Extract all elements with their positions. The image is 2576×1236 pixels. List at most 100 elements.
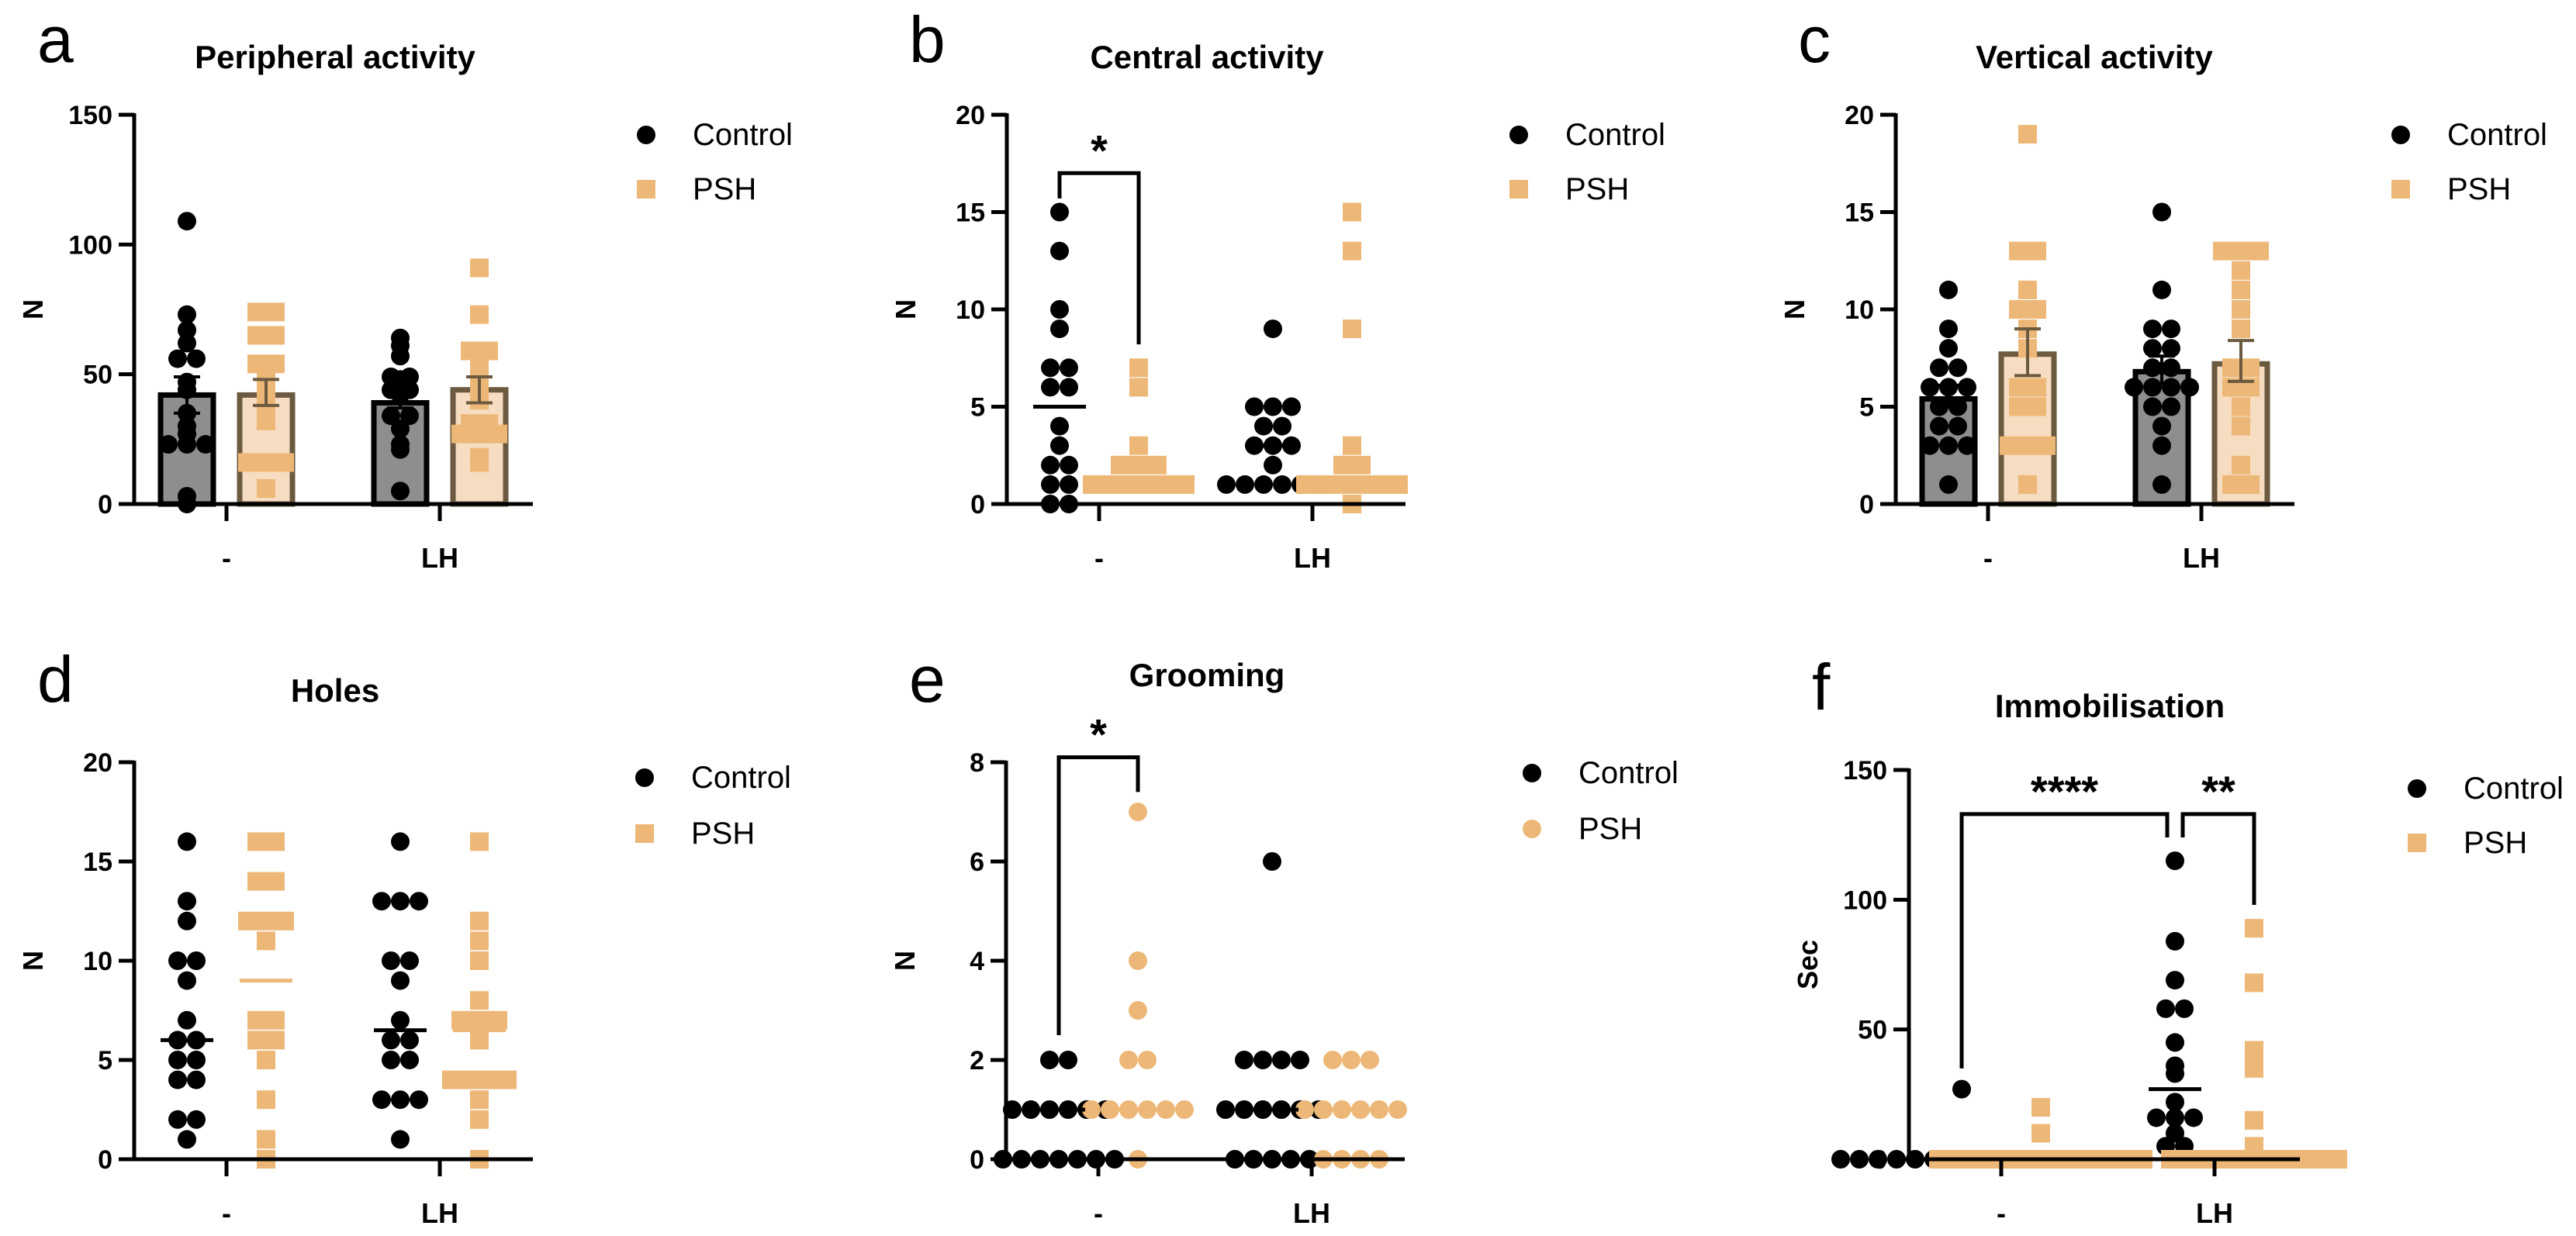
data-point-psh — [2018, 280, 2037, 299]
y-tick-label: 5 — [970, 393, 985, 423]
legend-label: Control — [2447, 118, 2547, 152]
data-point-control — [1022, 1100, 1040, 1119]
data-point-control — [1060, 455, 1078, 475]
data-point-psh — [470, 991, 489, 1010]
data-point-psh — [442, 1070, 461, 1089]
legend-label: PSH — [1578, 812, 1642, 846]
data-point-psh — [2245, 1110, 2263, 1130]
data-point-control — [400, 406, 419, 426]
data-point-control — [372, 892, 391, 911]
legend-label: Control — [691, 761, 791, 795]
panel-b: b Central activity N 0 5 10 15 20 - LH * Control PSH — [890, 3, 1665, 574]
y-tick-label: 0 — [970, 490, 985, 520]
data-point-psh — [1157, 1100, 1175, 1119]
data-point-control — [2162, 397, 2180, 416]
legend-marker-psh-icon — [1523, 820, 1541, 838]
legend-marker-control-icon — [635, 768, 654, 787]
data-point-psh — [247, 302, 266, 322]
y-tick-label: 2 — [970, 1046, 984, 1075]
data-point-control — [1930, 358, 1948, 378]
data-point-psh — [2232, 319, 2250, 339]
data-point-control — [391, 419, 410, 438]
data-point-control — [2175, 999, 2194, 1018]
data-point-control — [2162, 339, 2180, 358]
data-point-psh — [1119, 1051, 1138, 1069]
data-point-control — [1041, 358, 1060, 378]
data-point-control — [1948, 416, 1967, 436]
panel-d: d Holes N 0 5 10 15 20 - LH Control PSH — [17, 643, 791, 1229]
data-point-control — [382, 951, 400, 970]
data-point-control — [178, 333, 196, 353]
data-point-psh — [266, 326, 285, 345]
data-point-psh — [2241, 358, 2260, 378]
data-point-control — [1050, 416, 1069, 436]
data-point-control — [1921, 378, 1939, 397]
data-point-psh — [1101, 475, 1120, 494]
data-point-psh — [461, 1070, 479, 1089]
data-point-control — [391, 482, 410, 501]
data-point-control — [1041, 475, 1060, 494]
data-point-psh — [1120, 475, 1139, 494]
data-point-control — [1235, 1051, 1253, 1069]
data-point-psh — [266, 1010, 285, 1030]
y-tick-label: 100 — [1843, 886, 1887, 915]
data-point-control — [391, 1010, 410, 1030]
y-tick-label: 0 — [1859, 490, 1874, 520]
data-point-control — [1050, 202, 1069, 222]
y-tick-label: 6 — [970, 848, 984, 877]
data-point-control — [2180, 378, 2199, 397]
data-point-control — [1264, 397, 1282, 416]
data-point-psh — [247, 354, 266, 374]
data-point-control — [1939, 475, 1958, 494]
data-point-psh — [266, 872, 285, 891]
data-point-psh — [1296, 475, 1315, 494]
data-point-psh — [2245, 1137, 2263, 1156]
data-point-psh — [2028, 300, 2046, 319]
data-point-control — [1272, 1051, 1291, 1069]
data-point-psh — [1342, 1051, 1361, 1069]
data-point-control — [1263, 852, 1281, 871]
panel-title: Central activity — [1090, 39, 1324, 75]
data-point-control — [2125, 378, 2143, 397]
data-point-control — [196, 435, 215, 454]
data-point-psh — [470, 305, 489, 324]
data-point-psh — [2009, 397, 2028, 416]
data-point-control — [2162, 358, 2180, 378]
data-point-control — [1831, 1150, 1850, 1169]
data-point-control — [400, 1051, 419, 1069]
data-point-psh — [1333, 455, 1352, 475]
y-tick-label: 15 — [83, 848, 112, 877]
legend-marker-control-icon — [2391, 126, 2410, 144]
data-point-psh — [2213, 241, 2232, 261]
legend-marker-psh-icon — [1509, 180, 1528, 199]
legend-label: PSH — [1565, 172, 1629, 206]
data-point-control — [1264, 455, 1282, 475]
legend-marker-psh-icon — [637, 180, 655, 199]
data-point-control — [2147, 1108, 2166, 1127]
data-point-control — [168, 951, 187, 970]
legend-marker-control-icon — [1509, 126, 1528, 144]
significance-label: **** — [2031, 767, 2098, 816]
data-point-psh — [470, 1010, 489, 1030]
data-point-psh — [257, 931, 275, 951]
panel-a: a Peripheral activity N 0 50 100 150 - LH Control… — [17, 3, 793, 574]
y-tick-label: 4 — [970, 947, 984, 976]
data-point-psh — [1083, 475, 1101, 494]
data-point-control — [168, 1070, 187, 1089]
data-point-control — [1253, 1051, 1272, 1069]
y-tick-label: 150 — [1843, 756, 1887, 785]
legend-label: PSH — [2447, 172, 2511, 206]
data-point-psh — [2031, 1124, 2050, 1143]
data-point-psh — [2329, 1150, 2347, 1169]
data-point-control — [1869, 1150, 1887, 1169]
legend-label: PSH — [693, 172, 756, 206]
data-point-psh — [266, 354, 285, 374]
legend-label: PSH — [2464, 826, 2527, 860]
data-point-control — [1041, 378, 1060, 397]
x-tick-label: LH — [421, 1197, 458, 1229]
data-point-psh — [461, 341, 479, 361]
legend-marker-control-icon — [2408, 779, 2426, 798]
data-point-control — [2166, 851, 2184, 871]
data-point-psh — [2310, 1150, 2329, 1169]
data-point-psh — [257, 453, 275, 472]
